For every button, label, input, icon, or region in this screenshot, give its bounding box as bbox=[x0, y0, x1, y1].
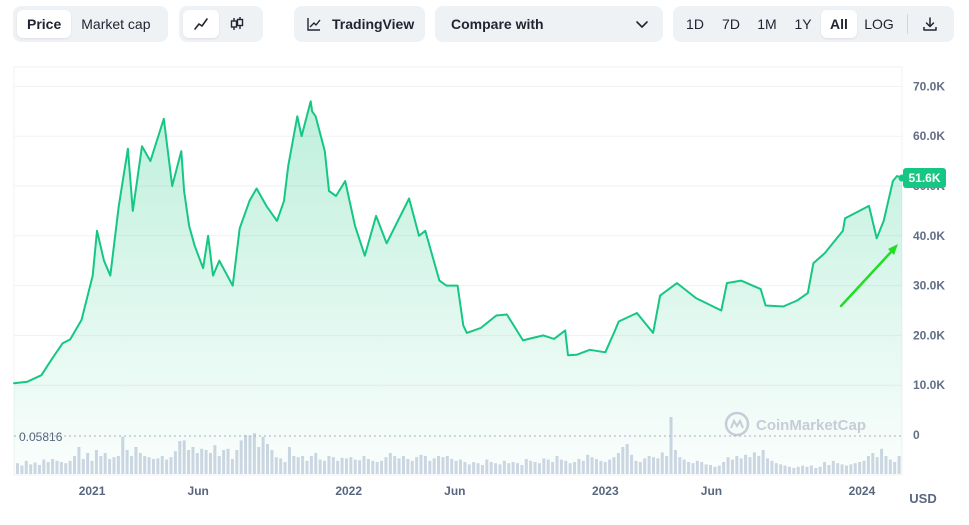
coinmarketcap-logo-mark bbox=[730, 418, 744, 429]
range-1m[interactable]: 1M bbox=[757, 16, 777, 32]
x-tick-label: 2022 bbox=[335, 484, 362, 498]
chart-type-toggle: Price Market cap bbox=[13, 6, 168, 42]
candlestick-button[interactable] bbox=[219, 10, 255, 38]
time-range-selector: 1D 7D 1M 1Y All LOG bbox=[673, 6, 954, 42]
tradingview-button[interactable]: TradingView bbox=[294, 6, 425, 42]
y-tick-label: 40.0K bbox=[913, 229, 945, 243]
tradingview-chart-icon bbox=[307, 18, 321, 31]
price-line bbox=[13, 100, 903, 385]
current-price-badge: 51.6K bbox=[903, 168, 946, 188]
y-tick-label: 70.0K bbox=[913, 79, 945, 93]
x-tick-label: Jun bbox=[188, 484, 209, 498]
line-chart-icon bbox=[194, 18, 208, 30]
price-area-fill bbox=[14, 101, 902, 475]
download-icon bbox=[923, 17, 937, 31]
compare-dropdown[interactable]: Compare with bbox=[435, 6, 663, 42]
y-tick-label: 0 bbox=[913, 428, 920, 442]
coinmarketcap-logo-icon bbox=[724, 411, 750, 437]
x-tick-label: 2024 bbox=[849, 484, 876, 498]
compare-label: Compare with bbox=[451, 16, 544, 32]
currency-label: USD bbox=[909, 491, 936, 506]
tab-price[interactable]: Price bbox=[17, 10, 72, 38]
log-scale-toggle[interactable]: LOG bbox=[864, 16, 894, 32]
trend-arrow-head bbox=[888, 244, 898, 255]
candlestick-icon bbox=[230, 17, 244, 30]
toolbar-divider bbox=[907, 14, 908, 34]
watermark-text: CoinMarketCap bbox=[756, 417, 866, 434]
y-tick-label: 60.0K bbox=[913, 129, 945, 143]
current-price-badge-bg bbox=[903, 168, 946, 188]
x-tick-label: Jun bbox=[444, 484, 465, 498]
x-tick-label: 2023 bbox=[592, 484, 619, 498]
x-tick-label: Jun bbox=[701, 484, 722, 498]
trend-arrow-annotation bbox=[839, 244, 898, 308]
y-tick-label: 10.0K bbox=[913, 378, 945, 392]
range-1d[interactable]: 1D bbox=[686, 16, 704, 32]
current-price-label: 51.6K bbox=[908, 171, 940, 185]
chart-mode-toggle bbox=[179, 6, 263, 42]
tradingview-label: TradingView bbox=[332, 16, 415, 32]
line-chart-button[interactable] bbox=[183, 10, 219, 38]
range-1y[interactable]: 1Y bbox=[794, 16, 812, 32]
chevron-down-icon bbox=[636, 21, 648, 28]
range-7d[interactable]: 7D bbox=[722, 16, 740, 32]
x-tick-label: 2021 bbox=[79, 484, 106, 498]
y-tick-label: 30.0K bbox=[913, 279, 945, 293]
coinmarketcap-watermark: CoinMarketCap bbox=[724, 411, 866, 437]
download-button[interactable] bbox=[914, 10, 946, 38]
min-volume-label: 0.05816 bbox=[19, 430, 63, 444]
x-axis: 2021 Jun 2022 Jun 2023 Jun 2024 bbox=[79, 484, 876, 498]
tab-market-cap[interactable]: Market cap bbox=[81, 16, 151, 32]
range-all[interactable]: All bbox=[821, 10, 857, 38]
min-volume-marker: 0.05816 bbox=[14, 430, 902, 444]
y-tick-label: 20.0K bbox=[913, 328, 945, 342]
chart-toolbar: Price Market cap TradingView Compare wit… bbox=[13, 6, 957, 42]
price-area bbox=[14, 101, 902, 475]
trend-arrow-line bbox=[839, 250, 893, 308]
